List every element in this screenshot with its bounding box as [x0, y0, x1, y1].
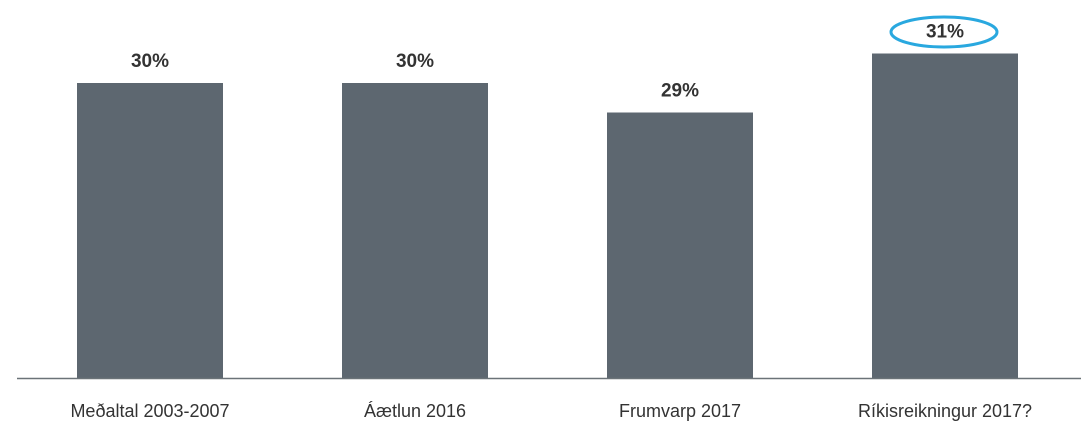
highlight-ellipse — [889, 15, 999, 49]
x-tick-label: Ríkisreikningur 2017? — [858, 401, 1032, 421]
x-tick-label: Meðaltal 2003-2007 — [70, 401, 229, 421]
value-label: 29% — [661, 81, 699, 102]
value-label: 30% — [396, 51, 434, 72]
bar — [872, 53, 1018, 378]
x-tick-label: Frumvarp 2017 — [619, 401, 741, 421]
bar — [607, 112, 753, 378]
bar — [77, 83, 223, 378]
value-label: 30% — [131, 51, 169, 72]
value-label: 31% — [926, 22, 964, 43]
bar — [342, 83, 488, 378]
x-tick-label: Áætlun 2016 — [364, 401, 466, 421]
